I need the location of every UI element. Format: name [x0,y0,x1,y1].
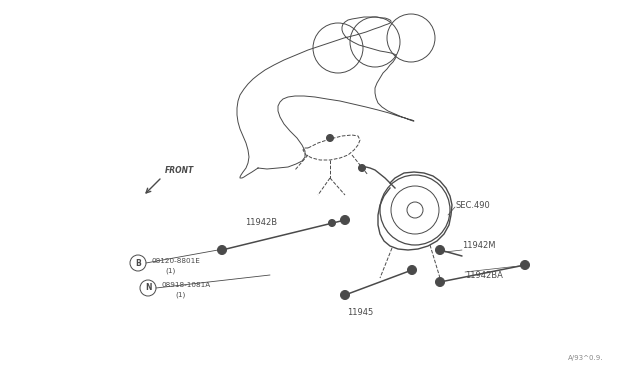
Text: 08918-1081A: 08918-1081A [162,282,211,288]
Text: B: B [135,259,141,267]
Circle shape [218,246,227,254]
Text: (1): (1) [165,267,175,273]
Circle shape [342,218,348,222]
Circle shape [410,267,415,273]
Circle shape [438,279,442,285]
Circle shape [342,292,348,298]
Text: 11942B: 11942B [245,218,277,227]
Circle shape [435,278,445,286]
Text: FRONT: FRONT [165,166,195,175]
Text: 11942BA: 11942BA [465,270,503,279]
Circle shape [520,260,529,269]
Text: 08120-8801E: 08120-8801E [152,258,201,264]
Circle shape [435,246,445,254]
Text: 11945: 11945 [347,308,373,317]
Text: A/93^0.9.: A/93^0.9. [568,355,604,361]
Circle shape [408,266,417,275]
Circle shape [340,291,349,299]
Circle shape [438,247,442,253]
Circle shape [328,219,335,227]
Text: SEC.490: SEC.490 [456,201,491,209]
Text: N: N [145,283,151,292]
Circle shape [220,247,225,253]
Circle shape [522,263,527,267]
Text: (1): (1) [175,291,185,298]
Text: 11942M: 11942M [462,241,495,250]
Circle shape [340,215,349,224]
Circle shape [358,164,365,171]
Circle shape [326,135,333,141]
